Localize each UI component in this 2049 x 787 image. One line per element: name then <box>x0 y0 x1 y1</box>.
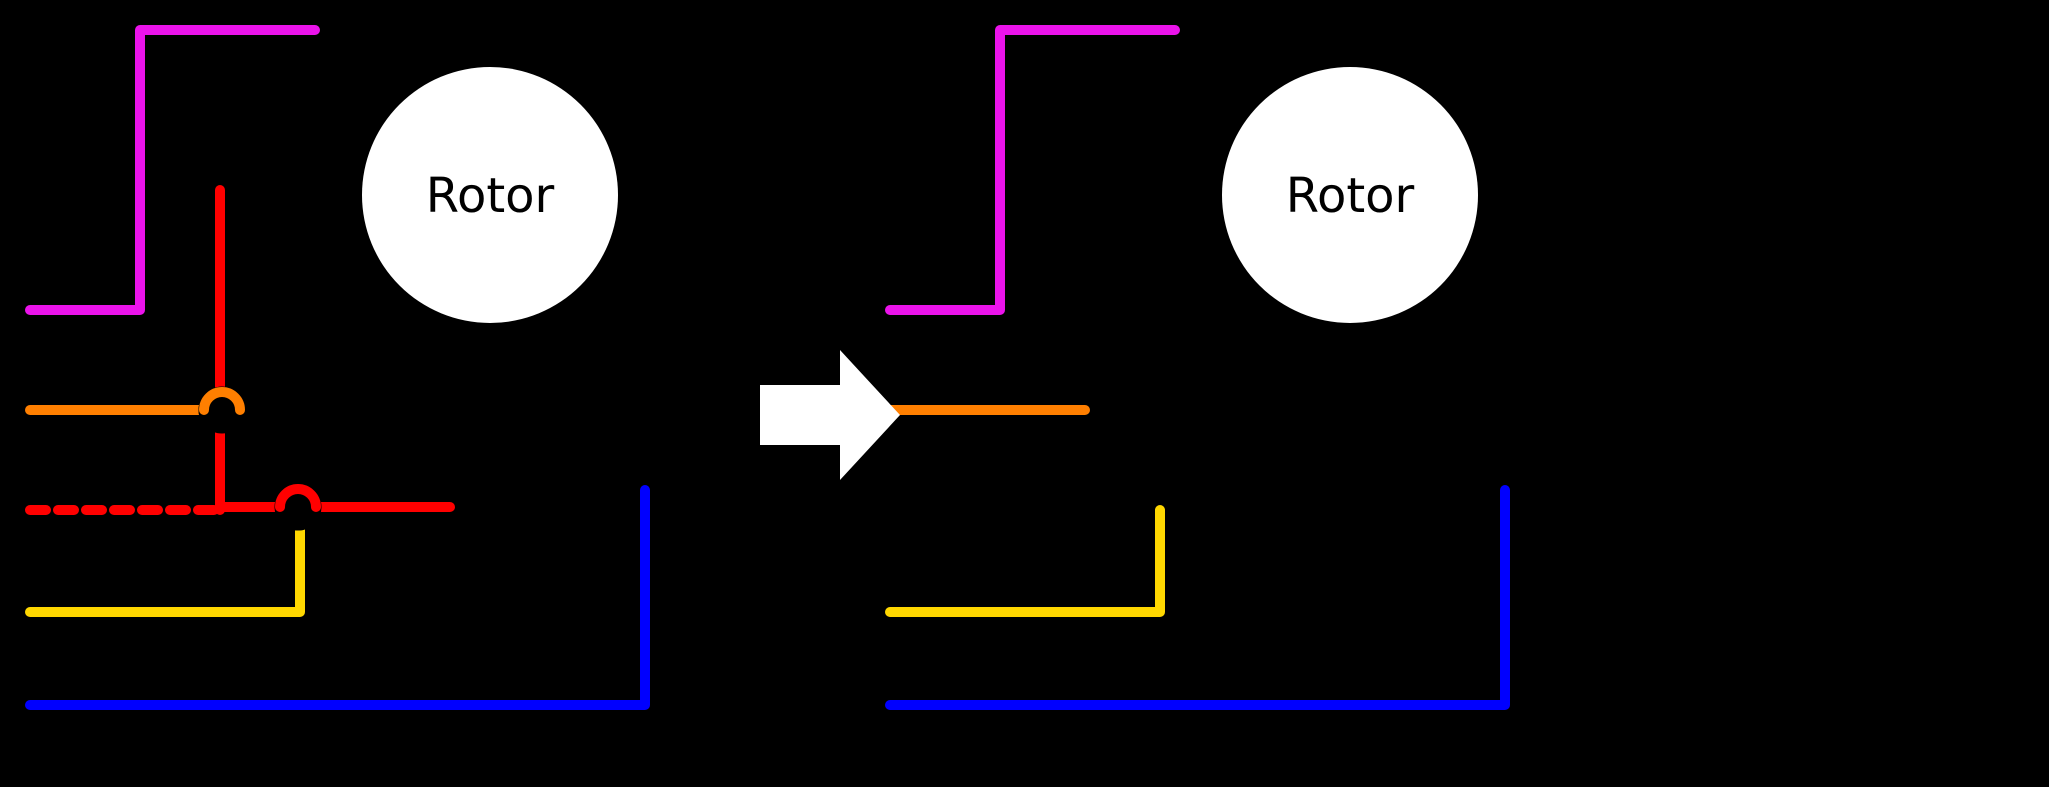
wire-magenta <box>30 30 315 310</box>
panel-left: Rotor <box>30 30 645 705</box>
wire-blue <box>30 490 645 705</box>
panel-right: Rotor <box>890 30 1505 705</box>
rotor-label: Rotor <box>426 168 555 224</box>
wire-magenta <box>890 30 1175 310</box>
wire-blue <box>890 490 1505 705</box>
wire-yellow <box>30 510 300 612</box>
rotor-label: Rotor <box>1286 168 1415 224</box>
wiring-diagram: Rotor Rotor <box>0 0 2049 787</box>
arrow-right-icon <box>760 350 900 480</box>
transition-arrow <box>760 350 900 480</box>
wire-yellow <box>890 510 1160 612</box>
